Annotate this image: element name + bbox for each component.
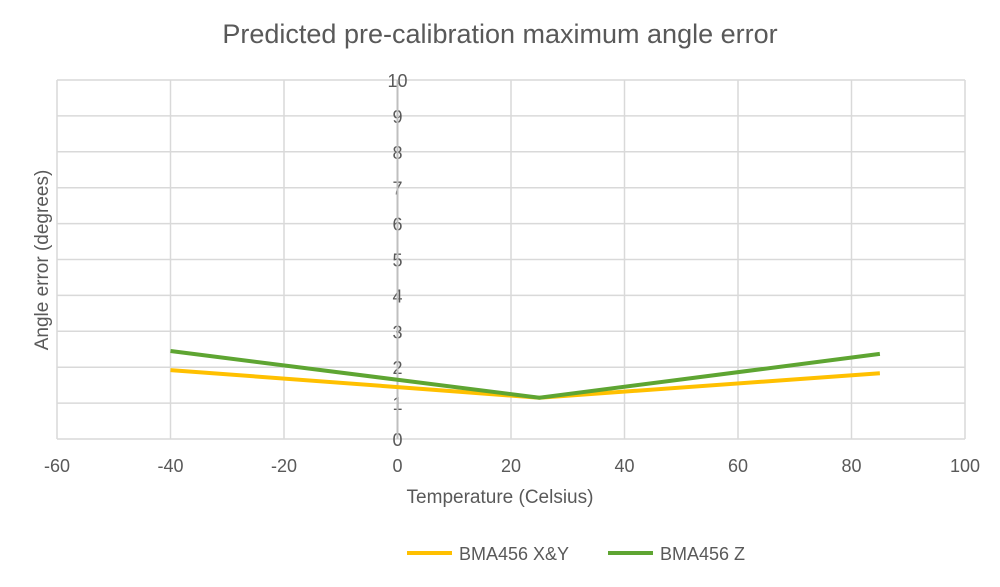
x-tick-label: -40	[157, 456, 183, 476]
x-tick-label: 100	[950, 456, 980, 476]
x-tick-label: 0	[392, 456, 402, 476]
x-tick-label: -20	[271, 456, 297, 476]
y-tick-label: 0	[392, 430, 402, 450]
x-tick-label: 60	[728, 456, 748, 476]
x-tick-label: 40	[614, 456, 634, 476]
x-axis-label: Temperature (Celsius)	[407, 487, 594, 508]
x-tick-label: -60	[44, 456, 70, 476]
series-line-0	[170, 368, 881, 400]
legend-label: BMA456 Z	[660, 544, 745, 564]
chart-title: Predicted pre-calibration maximum angle …	[222, 19, 777, 49]
x-tick-label: 20	[501, 456, 521, 476]
legend-label: BMA456 X&Y	[459, 544, 569, 564]
y-axis-label: Angle error (degrees)	[32, 170, 53, 351]
series-line-1	[170, 349, 881, 400]
x-tick-label: 80	[841, 456, 861, 476]
